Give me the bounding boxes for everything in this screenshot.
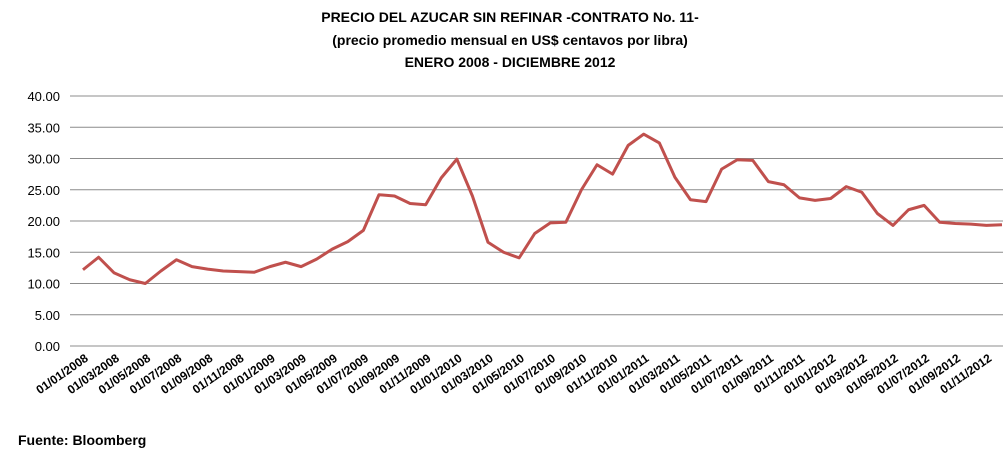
chart-title: PRECIO DEL AZUCAR SIN REFINAR -CONTRATO …: [321, 9, 699, 25]
chart-period: ENERO 2008 - DICIEMBRE 2012: [405, 54, 616, 70]
chart-subtitle: (precio promedio mensual en US$ centavos…: [332, 32, 688, 48]
y-tick-label: 0.00: [35, 339, 60, 354]
y-tick-label: 10.00: [27, 277, 60, 292]
source: Fuente: Bloomberg: [18, 432, 146, 448]
y-tick-label: 35.00: [27, 120, 60, 135]
series-line: [82, 132, 1003, 285]
y-tick-label: 5.00: [35, 308, 60, 323]
y-tick-label: 20.00: [27, 214, 60, 229]
y-tick-label: 40.00: [27, 89, 60, 104]
y-tick-label: 15.00: [27, 245, 60, 260]
y-tick-label: 25.00: [27, 183, 60, 198]
y-tick-label: 30.00: [27, 152, 60, 167]
